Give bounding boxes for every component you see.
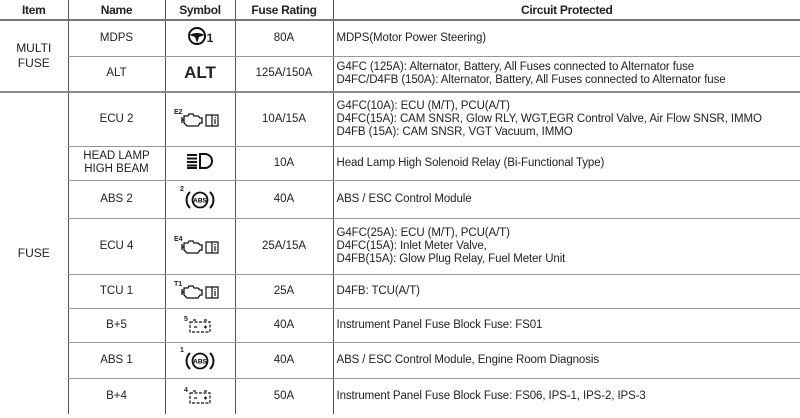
engine-check-manual-icon: E2 bbox=[174, 109, 221, 128]
header-item: Item bbox=[0, 0, 68, 21]
circuit-cell: D4FB: TCU(A/T) bbox=[332, 274, 800, 309]
table-row: MULTI FUSE MDPS 1 80A MDPS(Motor Power Steeri… bbox=[0, 20, 800, 93]
symbol-cell: ALT bbox=[164, 56, 235, 93]
rating-cell: 80A bbox=[234, 20, 333, 57]
symbol-cell: 2 ABS bbox=[164, 180, 235, 219]
svg-text:ABS: ABS bbox=[193, 358, 207, 365]
table-row: HEAD LAMP HIGH BEAM 10A Head Lamp High Sole… bbox=[0, 146, 800, 181]
header-rating: Fuse Rating bbox=[234, 0, 333, 21]
table-row: ALT ALT 125A/150A G4FC (125A): Alternator, … bbox=[0, 56, 800, 93]
rating-cell: 50A bbox=[234, 378, 333, 414]
steering-wheel-icon: 1 bbox=[187, 27, 213, 46]
circuit-cell: ABS / ESC Control Module bbox=[332, 180, 800, 219]
table-row: FUSE ECU 2 E2 10A/15A G4FC(10A): ECU (M/T), … bbox=[0, 92, 800, 260]
circuit-cell: G4FC (125A): Alternator, Battery, All Fu… bbox=[332, 56, 800, 93]
rating-cell: 40A bbox=[234, 308, 333, 343]
abs-icon: 1 ABS bbox=[180, 347, 215, 372]
table-row: ECU 4 E4 25A/15A G4FC(25A): ECU (M/T), PCU(… bbox=[0, 218, 800, 275]
abs-icon: 2 ABS bbox=[180, 186, 215, 211]
engine-check-manual-icon: E4 bbox=[174, 236, 221, 255]
engine-check-manual-icon: T1 bbox=[174, 281, 221, 300]
name-cell: MDPS bbox=[67, 20, 165, 57]
item-cell: FUSE bbox=[17, 246, 50, 260]
symbol-cell bbox=[164, 146, 235, 181]
name-cell: ALT bbox=[67, 56, 165, 93]
table-row: B+5 5 40A Instrument Panel Fuse Block Fuse:… bbox=[0, 308, 800, 343]
name-cell: B+5 bbox=[67, 308, 165, 343]
name-cell: ABS 1 bbox=[67, 342, 165, 379]
table-row: B+4 4 50A Instrument Panel Fuse Block Fuse:… bbox=[0, 378, 800, 414]
header-symbol: Symbol bbox=[164, 0, 235, 21]
name-cell: B+4 bbox=[67, 378, 165, 414]
symbol-cell: 5 bbox=[164, 308, 235, 343]
item-cell: MULTI FUSE bbox=[0, 20, 68, 93]
symbol-cell: 1 bbox=[164, 20, 235, 57]
circuit-cell: Instrument Panel Fuse Block Fuse: FS06, … bbox=[332, 378, 800, 414]
rating-cell: 40A bbox=[234, 180, 333, 219]
circuit-cell: MDPS(Motor Power Steering) bbox=[332, 20, 800, 57]
rating-cell: 40A bbox=[234, 342, 333, 379]
header-circuit: Circuit Protected bbox=[332, 0, 800, 21]
circuit-cell: G4FC(10A): ECU (M/T), PCU(A/T) D4FC(15A):… bbox=[332, 92, 800, 147]
name-cell: ECU 4 bbox=[67, 218, 165, 275]
symbol-cell: E2 bbox=[164, 92, 235, 147]
name-cell: ABS 2 bbox=[67, 180, 165, 219]
name-cell: HEAD LAMP HIGH BEAM bbox=[67, 146, 165, 181]
rating-cell: 10A bbox=[234, 146, 333, 181]
symbol-cell: T1 bbox=[164, 274, 235, 309]
battery-icon: 5 bbox=[184, 316, 211, 333]
rating-cell: 125A/150A bbox=[234, 56, 333, 93]
circuit-cell: Head Lamp High Solenoid Relay (Bi-Functi… bbox=[332, 146, 800, 181]
svg-text:ABS: ABS bbox=[193, 197, 207, 204]
name-cell: TCU 1 bbox=[67, 274, 165, 309]
header-row: Item Name Symbol Fuse Rating Circuit Pro… bbox=[0, 0, 800, 21]
rating-cell: 25A/15A bbox=[234, 218, 333, 275]
battery-icon: 4 bbox=[184, 387, 211, 404]
rating-cell: 25A bbox=[234, 274, 333, 309]
symbol-cell: 4 bbox=[164, 378, 235, 414]
high-beam-icon bbox=[185, 152, 215, 170]
symbol-cell: 1 ABS bbox=[164, 342, 235, 379]
name-cell: ECU 2 bbox=[67, 92, 165, 147]
circuit-cell: Instrument Panel Fuse Block Fuse: FS01 bbox=[332, 308, 800, 343]
rating-cell: 10A/15A bbox=[234, 92, 333, 147]
header-name: Name bbox=[67, 0, 165, 21]
circuit-cell: G4FC(25A): ECU (M/T), PCU(A/T) D4FC(15A):… bbox=[332, 218, 800, 275]
symbol-cell: E4 bbox=[164, 218, 235, 275]
alt-symbol: ALT bbox=[184, 62, 216, 82]
table-row: ABS 1 1 ABS 40A ABS / ESC Control Module, En… bbox=[0, 342, 800, 379]
table-row: TCU 1 T1 25A D4FB: TCU(A/T) bbox=[0, 274, 800, 309]
circuit-cell: ABS / ESC Control Module, Engine Room Di… bbox=[332, 342, 800, 379]
table-row: ABS 2 2 ABS 40A ABS / ESC Control Module bbox=[0, 180, 800, 219]
